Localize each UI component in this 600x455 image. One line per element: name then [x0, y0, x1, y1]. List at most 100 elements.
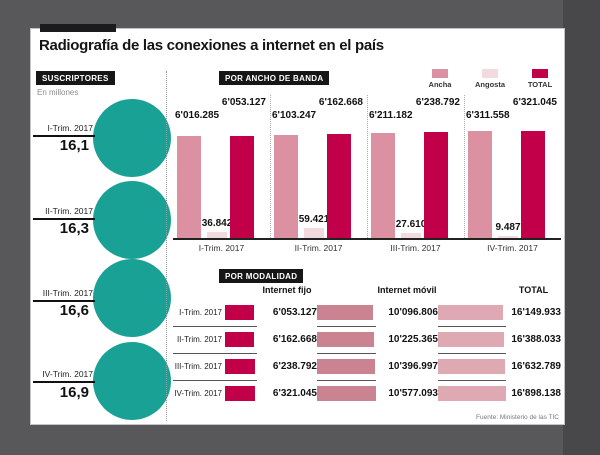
legend-swatch-total: [532, 69, 548, 78]
total-value-label: 6'162.668: [318, 97, 363, 108]
bar-group-IV-Trim. 2017: 6'321.045 6'311.558 9.487: [464, 95, 561, 238]
ancha-bar: [274, 134, 298, 238]
chart-baseline: [173, 238, 561, 240]
legend-label: Ancha: [428, 80, 452, 89]
fijo-value: 6'238.792: [272, 361, 317, 372]
total-row-bar: [438, 331, 504, 347]
subscriber-period-q2: II-Trim. 2017: [45, 206, 93, 216]
bandwidth-panel: POR ANCHO DE BANDA Ancha Angosta TOTAL 6'0…: [173, 69, 561, 269]
total-bar: [327, 133, 351, 238]
ancha-bar: [468, 131, 492, 238]
subscriber-circle-q4: [93, 342, 171, 420]
movil-row-bar: [317, 386, 376, 401]
legend-item-angosta: Angosta: [471, 69, 509, 89]
infographic-card: Radiografía de las conexiones a internet…: [30, 28, 565, 425]
fijo-value: 6'162.668: [272, 334, 317, 345]
legend-label: TOTAL: [527, 80, 553, 89]
modality-period-label: IV-Trim. 2017: [174, 389, 222, 398]
total-value: 16'898.138: [511, 388, 561, 399]
modality-table-row: IV-Trim. 2017 6'321.045 10'577.093 16'898.1…: [173, 380, 561, 407]
ancha-bar: [177, 136, 201, 238]
ancha-value-label: 6'103.247: [272, 110, 317, 121]
modality-bar-cell: [317, 299, 376, 327]
subscribers-unit-note: En millones: [37, 88, 79, 97]
panel-divider: [166, 71, 167, 421]
ancha-bar: [371, 132, 395, 238]
subscriber-period-q3: III-Trim. 2017: [42, 288, 93, 298]
total-row-bar: [438, 386, 506, 401]
angosta-value-label: 9.487: [495, 222, 521, 233]
subscriber-value-q2: 16,3: [59, 220, 89, 237]
angosta-bar: [207, 231, 227, 238]
modality-header-row: Internet fijo Internet móvil TOTAL: [173, 285, 561, 295]
total-value: 16'388.033: [511, 334, 561, 345]
modality-bar-cell: [225, 380, 257, 407]
modality-bar-cell: [317, 353, 376, 381]
subscriber-circle-q3: [93, 259, 171, 337]
bandwidth-legend: Ancha Angosta TOTAL: [421, 69, 559, 89]
bar-group-I-Trim. 2017: 6'053.127 6'016.285 36.842: [173, 95, 270, 238]
modality-bar-cell: [438, 299, 506, 327]
legend-label: Angosta: [475, 80, 505, 89]
legend-swatch-angosta: [482, 69, 498, 78]
modality-table-body: I-Trim. 2017 6'053.127 10'096.806 16'149.93…: [173, 299, 561, 407]
modality-section-label: POR MODALIDAD: [219, 269, 304, 283]
total-bar: [521, 131, 545, 238]
bandwidth-bar-chart: 6'053.127 6'016.285 36.842 6'162.668 6'103.2…: [173, 95, 561, 238]
modality-bar-cell: [438, 326, 506, 354]
angosta-bar: [498, 236, 518, 238]
legend-item-total: TOTAL: [521, 69, 559, 89]
legend-item-ancha: Ancha: [421, 69, 459, 89]
modality-period-label: III-Trim. 2017: [173, 353, 225, 381]
movil-value: 10'577.093: [388, 388, 438, 399]
group-separator: [367, 95, 368, 238]
group-separator: [464, 95, 465, 238]
modality-table-row: I-Trim. 2017 6'053.127 10'096.806 16'149.93…: [173, 299, 561, 327]
bar-group-II-Trim. 2017: 6'162.668 6'103.247 59.421: [270, 95, 367, 238]
source-credit: Fuente: Ministerio de las TIC: [476, 414, 559, 421]
total-row-bar: [438, 304, 503, 320]
legend-swatch-ancha: [432, 69, 448, 78]
movil-row-bar: [317, 304, 374, 320]
background-shade: [563, 0, 600, 455]
bandwidth-category-label: II-Trim. 2017: [294, 243, 343, 253]
bandwidth-category-label: IV-Trim. 2017: [487, 243, 538, 253]
ancha-value-label: 6'211.182: [369, 110, 413, 121]
angosta-bar: [304, 228, 324, 238]
subscriber-value-q1: 16,1: [59, 137, 89, 154]
fijo-row-bar: [225, 358, 255, 374]
movil-value: 10'096.806: [388, 307, 438, 318]
angosta-value-label: 27.610: [395, 219, 427, 231]
total-value: 16'149.933: [511, 307, 561, 318]
subscriber-circle-q1: [93, 99, 171, 177]
total-value: 16'632.789: [511, 361, 561, 372]
subscriber-value-q3: 16,6: [59, 302, 89, 319]
subscriber-divider-q2: [33, 218, 95, 220]
bandwidth-category-label: III-Trim. 2017: [390, 243, 441, 253]
modality-bar-cell: [225, 326, 257, 354]
bandwidth-category-label: I-Trim. 2017: [198, 243, 245, 253]
fijo-value: 6'053.127: [272, 307, 317, 318]
subscriber-divider-q4: [33, 381, 95, 383]
subscriber-period-q4: IV-Trim. 2017: [42, 369, 93, 379]
total-row-bar: [438, 358, 505, 374]
total-value-label: 6'321.045: [512, 97, 557, 108]
ancha-value-label: 6'311.558: [466, 110, 510, 121]
angosta-bar: [401, 233, 421, 238]
movil-row-bar: [317, 358, 375, 374]
ancha-value-label: 6'016.285: [175, 110, 220, 121]
fijo-value: 6'321.045: [272, 388, 317, 399]
modality-table-row: II-Trim. 2017 6'162.668 10'225.365 16'388.0…: [173, 326, 561, 354]
modality-bar-cell: [438, 380, 506, 407]
column-header-internet-fijo: Internet fijo: [262, 285, 312, 295]
modality-table-row: III-Trim. 2017 6'238.792 10'396.997 16'632.…: [173, 353, 561, 381]
modality-bar-cell: [225, 353, 257, 381]
movil-value: 10'396.997: [388, 361, 438, 372]
angosta-value-label: 59.421: [298, 214, 330, 226]
movil-row-bar: [317, 331, 375, 347]
fijo-row-bar: [225, 331, 255, 347]
modality-period-label: I-Trim. 2017: [173, 299, 225, 327]
title-accent-bar: [40, 24, 116, 32]
column-header-total: TOTAL: [518, 285, 549, 295]
modality-bar-cell: [317, 326, 376, 354]
